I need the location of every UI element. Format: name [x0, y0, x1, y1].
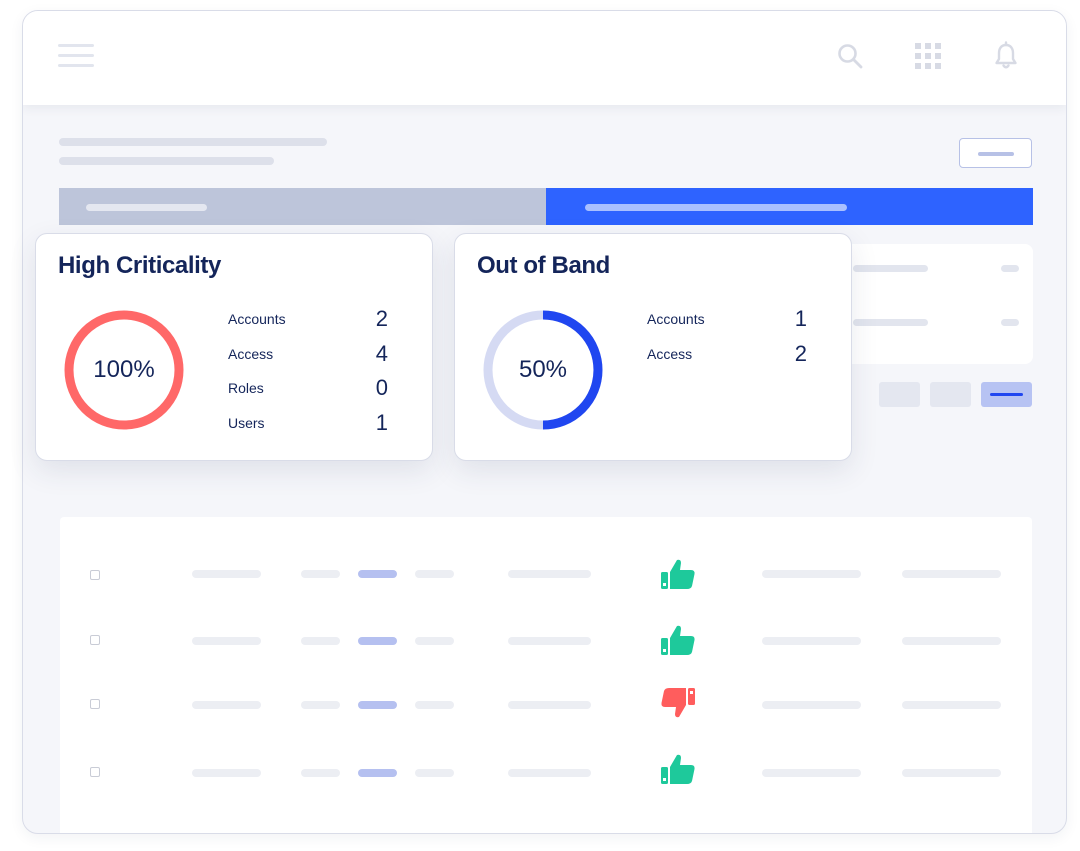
- card-title: High Criticality: [58, 252, 221, 279]
- row-checkbox[interactable]: [90, 699, 100, 709]
- table-cell: [192, 701, 261, 709]
- table-cell: [301, 637, 340, 645]
- out-of-band-card[interactable]: Out of Band 50% Accounts 1 Access 2: [454, 233, 852, 461]
- progress-ring: [64, 310, 184, 430]
- stat-value-roles: 0: [375, 375, 388, 400]
- bell-icon[interactable]: [991, 41, 1021, 71]
- table-cell: [902, 701, 1001, 709]
- table-cell: [192, 637, 261, 645]
- table-cell: [762, 701, 861, 709]
- table-cell: [902, 570, 1001, 578]
- table-cell: [508, 637, 591, 645]
- stat-value-access: 2: [794, 341, 807, 366]
- table-cell: [301, 701, 340, 709]
- tab-inactive[interactable]: [59, 188, 546, 225]
- ring-percent-label: 50%: [518, 356, 568, 383]
- table-cell: [358, 769, 397, 777]
- table-cell: [762, 570, 861, 578]
- thumbs-up-icon[interactable]: [660, 624, 696, 656]
- page-title-placeholder: [59, 138, 327, 146]
- table-cell: [301, 769, 340, 777]
- filter-button-1[interactable]: [879, 382, 920, 407]
- table-cell: [902, 769, 1001, 777]
- stat-label-accounts: Accounts: [228, 311, 286, 327]
- stat-value-accounts: 1: [794, 306, 807, 331]
- table-cell: [192, 769, 261, 777]
- table-cell: [508, 769, 591, 777]
- filter-button-active[interactable]: [981, 382, 1032, 407]
- table-cell: [508, 701, 591, 709]
- table-cell: [415, 570, 454, 578]
- menu-icon[interactable]: [58, 44, 94, 68]
- stat-value-users: 1: [375, 410, 388, 435]
- stat-value-access: 4: [375, 341, 388, 366]
- row-checkbox[interactable]: [90, 570, 100, 580]
- table-cell: [301, 570, 340, 578]
- ring-percent-label: 100%: [93, 356, 155, 383]
- stat-label-access: Access: [228, 346, 274, 362]
- search-icon[interactable]: [835, 41, 865, 71]
- table-cell: [762, 769, 861, 777]
- thumbs-up-icon[interactable]: [660, 558, 696, 590]
- thumbs-down-icon[interactable]: [660, 687, 696, 719]
- table-cell: [415, 637, 454, 645]
- progress-ring: [483, 310, 603, 430]
- table-cell: [192, 570, 261, 578]
- filter-button-2[interactable]: [930, 382, 971, 407]
- table-cell: [358, 570, 397, 578]
- thumbs-up-icon[interactable]: [660, 753, 696, 785]
- stat-value-accounts: 2: [375, 306, 388, 331]
- app-window: [22, 10, 1067, 834]
- row-checkbox[interactable]: [90, 767, 100, 777]
- row-checkbox[interactable]: [90, 635, 100, 645]
- table-cell: [415, 769, 454, 777]
- high-criticality-card[interactable]: High Criticality 100% Accounts 2 Access …: [35, 233, 433, 461]
- table-cell: [358, 701, 397, 709]
- table-cell: [415, 701, 454, 709]
- apps-grid-icon[interactable]: [913, 41, 943, 71]
- stat-label-access: Access: [647, 346, 693, 362]
- table-cell: [762, 637, 861, 645]
- access-table: [60, 517, 1032, 833]
- header-action-button[interactable]: [959, 138, 1032, 168]
- top-bar: [23, 11, 1066, 105]
- table-cell: [358, 637, 397, 645]
- table-cell: [902, 637, 1001, 645]
- stat-label-users: Users: [228, 415, 265, 431]
- page-subtitle-placeholder: [59, 157, 274, 165]
- table-cell: [508, 570, 591, 578]
- tab-active[interactable]: [546, 188, 1033, 225]
- card-title: Out of Band: [477, 252, 610, 279]
- stat-label-accounts: Accounts: [647, 311, 705, 327]
- stat-label-roles: Roles: [228, 380, 264, 396]
